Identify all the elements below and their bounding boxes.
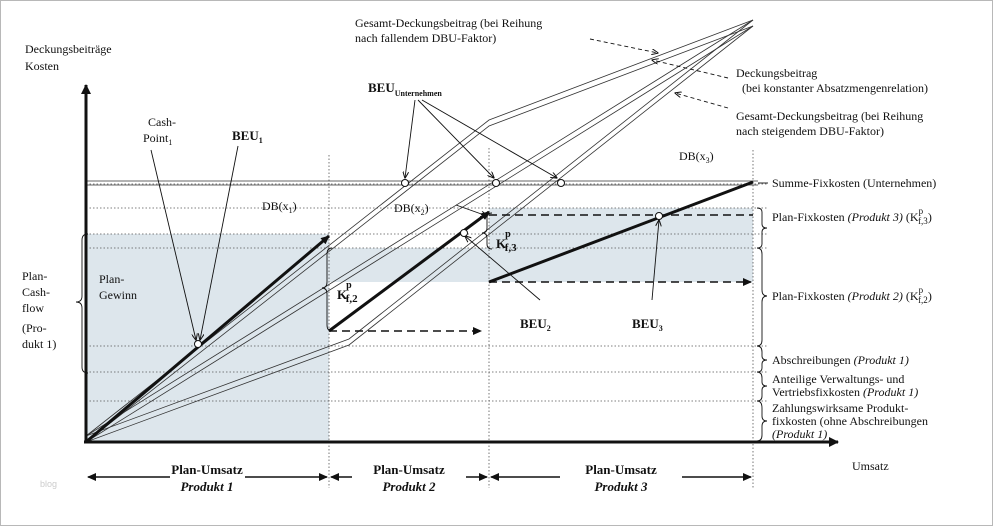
brace-kf2 [321,247,333,332]
caption-deckungsbeitrag-1: Deckungsbeitrag [736,66,817,80]
arrow-beu-unternehmen-3 [421,99,557,178]
dashed-arrows [329,214,753,335]
line-deckungsbeitrag-konstant [85,19,754,437]
label-anteilige-line1: Anteilige Verwaltungs- und [772,372,904,386]
point-beu2 [460,229,468,237]
arrow-beu2 [465,236,541,301]
right-labels: Summe-Fixkosten (Unternehmen) Plan-Fixko… [772,176,936,441]
bottom-range-labels: Plan-Umsatz Produkt 1 Plan-Umsatz Produk… [171,462,657,494]
caption-gesamt-steigend-1: Gesamt-Deckungsbeitrag (bei Reihung [736,109,923,123]
point-beu3 [655,212,663,220]
horizontal-reference-lines [86,183,768,402]
label-plan-fixkosten-p2: Plan-Fixkosten (Produkt 2) (Kp f,2) [772,285,932,305]
label-plan-cashflow-1: Plan- [22,269,47,283]
y-axis-label-line1: Deckungsbeiträge [25,42,112,56]
label-plan-cashflow-3: flow [22,301,44,315]
caption-deckungsbeitrag-2: (bei konstanter Absatzmengenrelation) [742,81,928,95]
label-abschreibungen: Abschreibungen (Produkt 1) [772,353,909,367]
db-line-produkt-3 [488,180,754,284]
range-p2-line1: Plan-Umsatz [373,462,445,477]
label-db-x3: DB(x3) [679,149,714,165]
top-captions: Gesamt-Deckungsbeitrag (bei Reihung nach… [355,16,928,138]
point-cash-point-beu1 [194,340,202,348]
label-plan-cashflow-5: dukt 1) [22,337,56,351]
label-kf2: Kp f,2 [337,280,358,305]
arrow-beu-unternehmen-1 [405,99,416,178]
caption-gesamt-steigend-2: nach steigendem DBU-Faktor) [736,124,884,138]
axis-labels: Deckungsbeiträge Kosten Umsatz [25,42,889,473]
label-beu3: BEU3 [632,316,663,333]
arrow-beu3 [651,220,659,301]
range-p3-line2: Produkt 3 [594,479,648,494]
label-db-x1: DB(x1) [262,199,297,215]
vertical-separators [328,148,754,488]
arrow-beu-unternehmen-2 [417,99,494,178]
label-anteilige-line2: Vertriebsfixkosten (Produkt 1) [772,385,918,399]
arrow-beu1 [200,145,239,340]
break-even-points [194,179,663,348]
line-gesamt-fallend [85,19,754,437]
brace-fix-p2 [756,247,768,347]
label-plan-cashflow-2: Cash- [22,285,50,299]
right-braces [756,182,768,442]
brace-fix-p3 [756,207,768,249]
label-summe-fixkosten: Summe-Fixkosten (Unternehmen) [772,176,936,190]
brace-anteilige [756,371,768,402]
label-beu2: BEU2 [520,316,551,333]
shade-plan-fixkosten-p3 [489,208,753,248]
y-axis-label-line2: Kosten [25,59,59,73]
x-axis-label: Umsatz [852,459,889,473]
brace-plan-cashflow [75,233,89,374]
range-p1-line2: Produkt 1 [180,479,233,494]
label-zahlungswirksam-line1: Zahlungswirksame Produkt- [772,401,908,415]
point-beu-unternehmen-3 [557,179,565,187]
range-p3-line1: Plan-Umsatz [585,462,657,477]
label-beu-unternehmen: BEUUnternehmen [368,80,442,98]
label-plan-gewinn-line2: Gewinn [99,288,137,302]
label-zahlungswirksam-line2: fixkosten (ohne Abschreibungen [772,414,928,428]
range-p1-line1: Plan-Umsatz [171,462,243,477]
brace-zahlungswirksam [756,400,768,442]
point-beu-unternehmen-2 [492,179,500,187]
gesamt-deckungsbeitrag-lines [85,19,754,443]
label-kf3: Kp f,3 [496,229,517,254]
arrow-db-x2 [455,204,487,216]
caption-gesamt-fallend-2: nach fallendem DBU-Faktor) [355,31,496,45]
label-db-x2: DB(x2) [394,201,429,217]
label-plan-gewinn-line1: Plan- [99,272,124,286]
point-labels: BEUUnternehmen Cash- Point1 BEU1 BEU2 BE… [22,80,714,351]
range-p2-line2: Produkt 2 [382,479,436,494]
watermark: blog [40,479,57,489]
line-gesamt-steigend [85,19,754,437]
axes [81,84,839,447]
label-zahlungswirksam-line3: (Produkt 1) [772,427,827,441]
brace-kf3 [481,212,493,250]
label-cash-point-line2: Point1 [143,131,172,147]
point-beu-unternehmen-1 [401,179,409,187]
shade-plan-fixkosten-p2 [329,248,753,282]
db-line-produkt-1 [85,234,330,444]
label-plan-cashflow-4: (Pro- [22,321,47,335]
caption-pointer-lines [589,38,729,109]
label-plan-fixkosten-p3: Plan-Fixkosten (Produkt 3) (Kp f,3) [772,206,932,226]
arrow-cash-point [150,149,196,340]
brace-abschreibungen [756,345,768,373]
caption-gesamt-fallend-1: Gesamt-Deckungsbeitrag (bei Reihung [355,16,542,30]
summe-fixkosten-line [86,180,758,186]
label-cash-point-line1: Cash- [148,115,176,129]
annotation-arrows [150,99,659,340]
label-beu1: BEU1 [232,128,263,145]
left-braces [75,212,493,374]
